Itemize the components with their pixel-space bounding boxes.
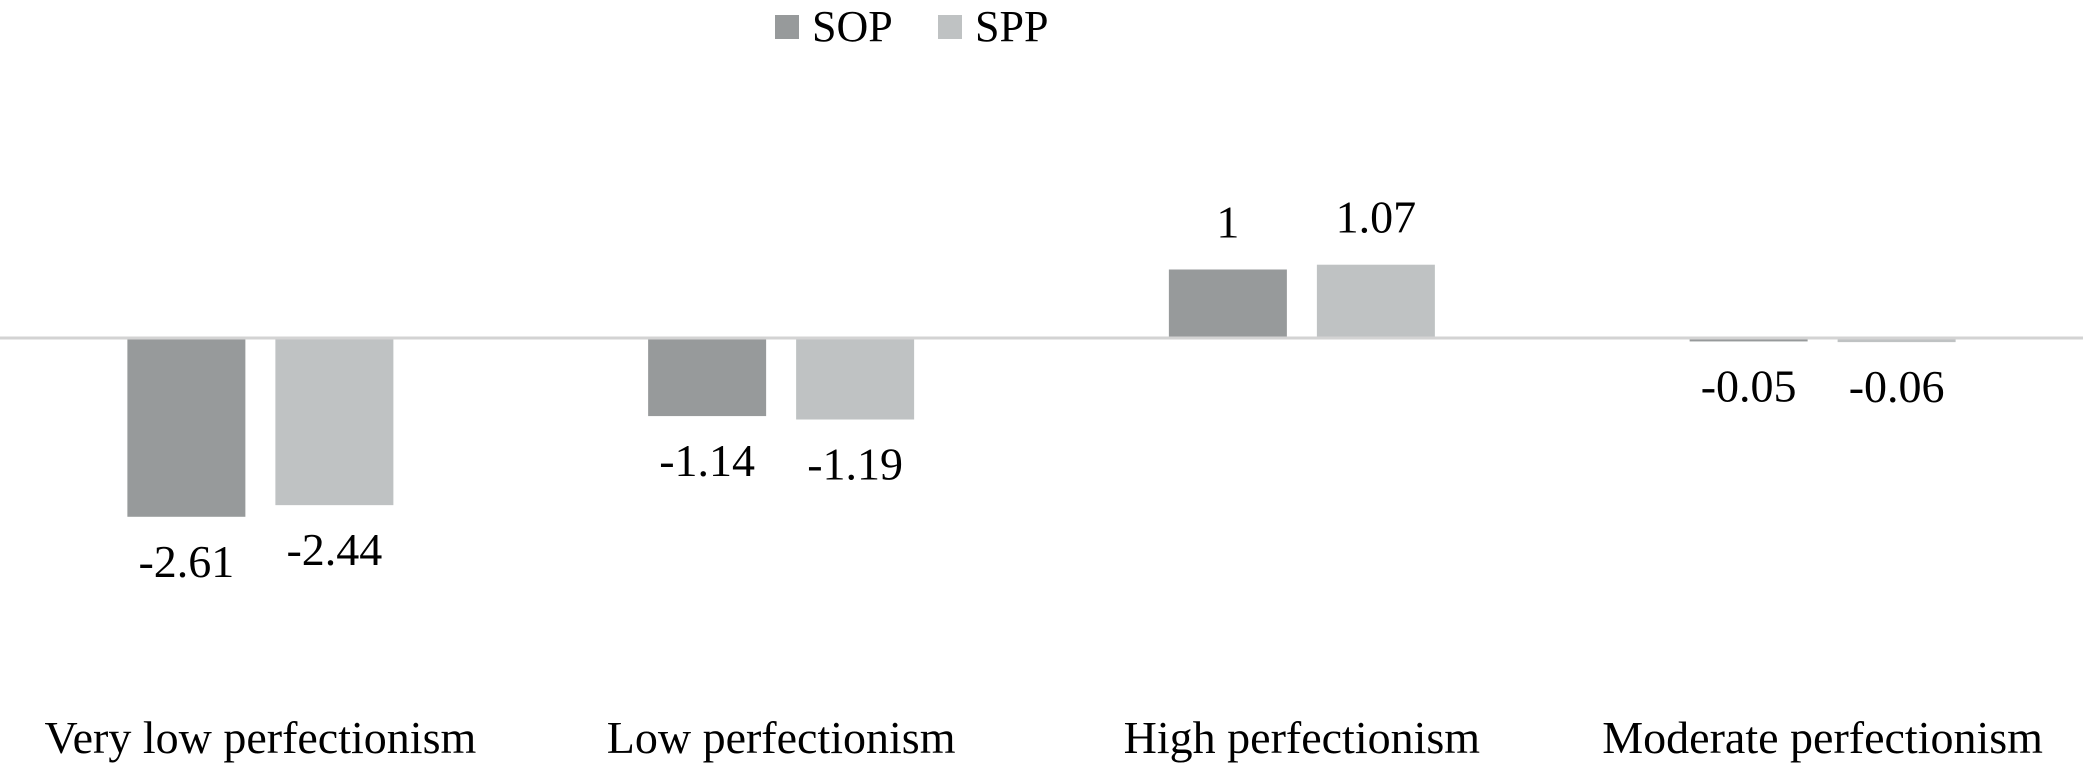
data-label-spp-low-perfectionism: -1.19 — [807, 439, 903, 490]
data-label-sop-low-perfectionism: -1.14 — [659, 435, 755, 486]
bar-spp-moderate-perfectionism — [1837, 338, 1956, 343]
bar-sop-high-perfectionism — [1168, 269, 1287, 338]
data-label-spp-moderate-perfectionism: -0.06 — [1849, 361, 1945, 412]
bar-sop-moderate-perfectionism — [1689, 338, 1808, 342]
bar-spp-very-low-perfectionism — [275, 338, 394, 506]
category-label-moderate-perfectionism: Moderate perfectionism — [1602, 712, 2043, 763]
data-label-sop-high-perfectionism: 1 — [1216, 197, 1239, 248]
category-label-low-perfectionism: Low perfectionism — [607, 712, 956, 763]
data-label-spp-high-perfectionism: 1.07 — [1336, 192, 1417, 243]
legend-label-spp: SPP — [975, 2, 1048, 51]
data-label-spp-very-low-perfectionism: -2.44 — [286, 524, 382, 575]
bar-spp-low-perfectionism — [796, 338, 915, 420]
bar-sop-low-perfectionism — [648, 338, 767, 417]
legend-label-sop: SOP — [812, 2, 893, 51]
data-label-sop-very-low-perfectionism: -2.61 — [138, 536, 234, 587]
bar-sop-very-low-perfectionism — [127, 338, 246, 517]
category-label-very-low-perfectionism: Very low perfectionism — [44, 712, 476, 763]
bars — [127, 264, 1956, 517]
category-label-high-perfectionism: High perfectionism — [1124, 712, 1481, 763]
data-labels: -2.61 -2.44 -1.14 -1.19 1 1.07 -0.05 -0.06 — [138, 192, 1944, 587]
category-labels: Very low perfectionism Low perfectionism H… — [44, 712, 2043, 763]
legend-swatch-sop — [775, 15, 799, 39]
legend: SOP SPP — [775, 2, 1048, 51]
legend-swatch-spp — [938, 15, 962, 39]
data-label-sop-moderate-perfectionism: -0.05 — [1701, 360, 1797, 411]
bar-spp-high-perfectionism — [1316, 264, 1435, 338]
